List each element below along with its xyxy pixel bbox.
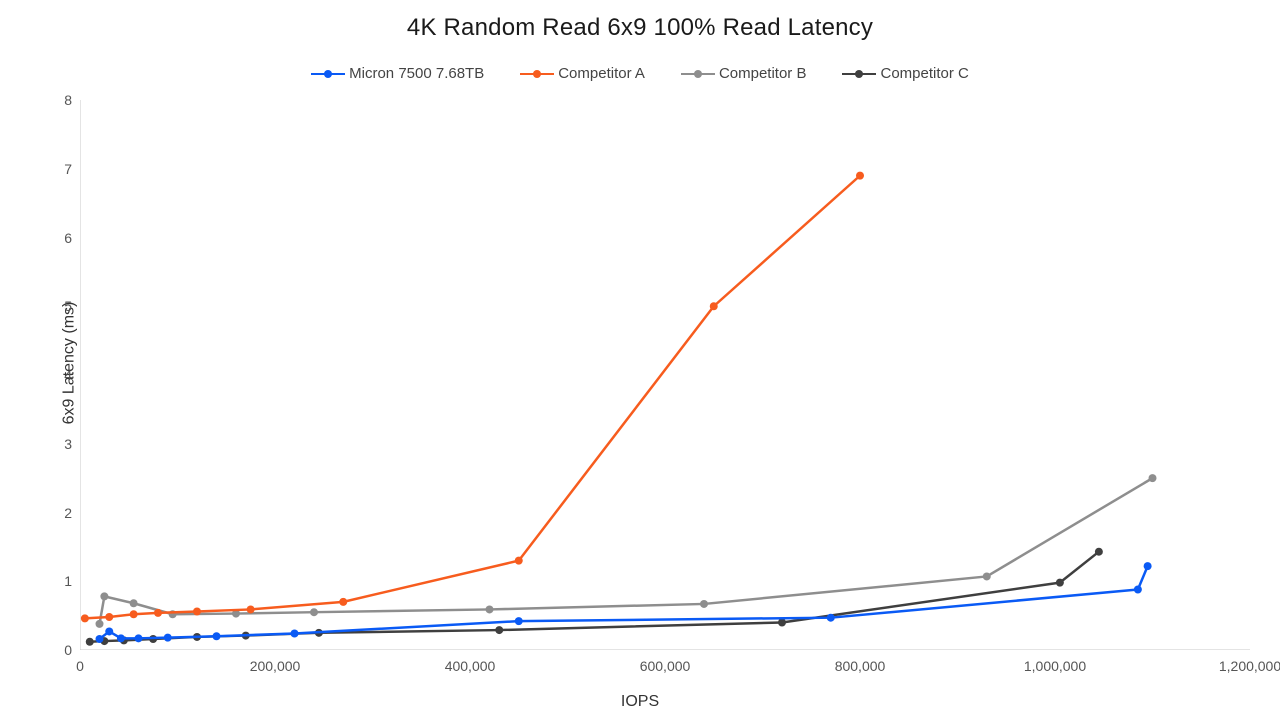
- x-tick-label: 200,000: [250, 650, 301, 674]
- legend-swatch: [842, 68, 876, 80]
- x-tick-label: 400,000: [445, 650, 496, 674]
- series-marker: [213, 632, 221, 640]
- legend-swatch: [681, 68, 715, 80]
- legend-swatch: [520, 68, 554, 80]
- x-tick-label: 1,200,000: [1219, 650, 1280, 674]
- series-marker: [135, 634, 143, 642]
- y-tick-label: 8: [64, 92, 80, 108]
- x-tick-label: 1,000,000: [1024, 650, 1086, 674]
- y-tick-label: 4: [64, 367, 80, 383]
- series-marker: [130, 610, 138, 618]
- series-marker: [310, 608, 318, 616]
- y-tick-label: 5: [64, 298, 80, 314]
- y-axis-label: 6x9 Latency (ms): [60, 301, 78, 424]
- chart-svg: [80, 100, 1250, 650]
- series-marker: [1149, 474, 1157, 482]
- series-marker: [339, 598, 347, 606]
- series-marker: [117, 634, 125, 642]
- legend-label: Competitor A: [558, 65, 645, 82]
- series-marker: [827, 614, 835, 622]
- plot-area: 0123456780200,000400,000600,000800,0001,…: [80, 100, 1250, 650]
- y-tick-label: 6: [64, 230, 80, 246]
- series-marker: [1144, 562, 1152, 570]
- y-tick-label: 3: [64, 436, 80, 452]
- x-tick-label: 800,000: [835, 650, 886, 674]
- legend-label: Competitor C: [880, 65, 968, 82]
- x-axis-label: IOPS: [0, 693, 1280, 711]
- series-line: [85, 176, 860, 619]
- series-marker: [291, 630, 299, 638]
- series-marker: [700, 600, 708, 608]
- series-marker: [81, 614, 89, 622]
- legend-swatch: [311, 68, 345, 80]
- legend: Micron 7500 7.68TB Competitor A Competitor…: [0, 62, 1280, 82]
- y-tick-label: 1: [64, 573, 80, 589]
- series-marker: [983, 572, 991, 580]
- x-tick-label: 0: [76, 650, 84, 674]
- series-marker: [105, 613, 113, 621]
- series-marker: [164, 634, 172, 642]
- series-marker: [96, 620, 104, 628]
- y-tick-label: 2: [64, 505, 80, 521]
- legend-label: Competitor B: [719, 65, 807, 82]
- series-marker: [130, 599, 138, 607]
- legend-item: Micron 7500 7.68TB: [311, 65, 484, 82]
- series-marker: [486, 605, 494, 613]
- series-marker: [105, 627, 113, 635]
- series-marker: [495, 626, 503, 634]
- series-marker: [856, 172, 864, 180]
- series-marker: [154, 609, 162, 617]
- legend-item: Competitor A: [520, 65, 645, 82]
- series-marker: [515, 617, 523, 625]
- series-line: [90, 552, 1099, 642]
- series-marker: [515, 557, 523, 565]
- legend-label: Micron 7500 7.68TB: [349, 65, 484, 82]
- series-marker: [710, 302, 718, 310]
- series-marker: [86, 638, 94, 646]
- series-marker: [96, 635, 104, 643]
- series-marker: [247, 605, 255, 613]
- legend-item: Competitor B: [681, 65, 807, 82]
- y-tick-label: 7: [64, 161, 80, 177]
- series-marker: [778, 619, 786, 627]
- series-marker: [100, 592, 108, 600]
- legend-item: Competitor C: [842, 65, 968, 82]
- x-tick-label: 600,000: [640, 650, 691, 674]
- series-marker: [1056, 579, 1064, 587]
- series-marker: [1134, 586, 1142, 594]
- chart-container: 4K Random Read 6x9 100% Read Latency Mic…: [0, 0, 1280, 725]
- series-marker: [1095, 548, 1103, 556]
- series-marker: [193, 608, 201, 616]
- chart-title: 4K Random Read 6x9 100% Read Latency: [0, 14, 1280, 42]
